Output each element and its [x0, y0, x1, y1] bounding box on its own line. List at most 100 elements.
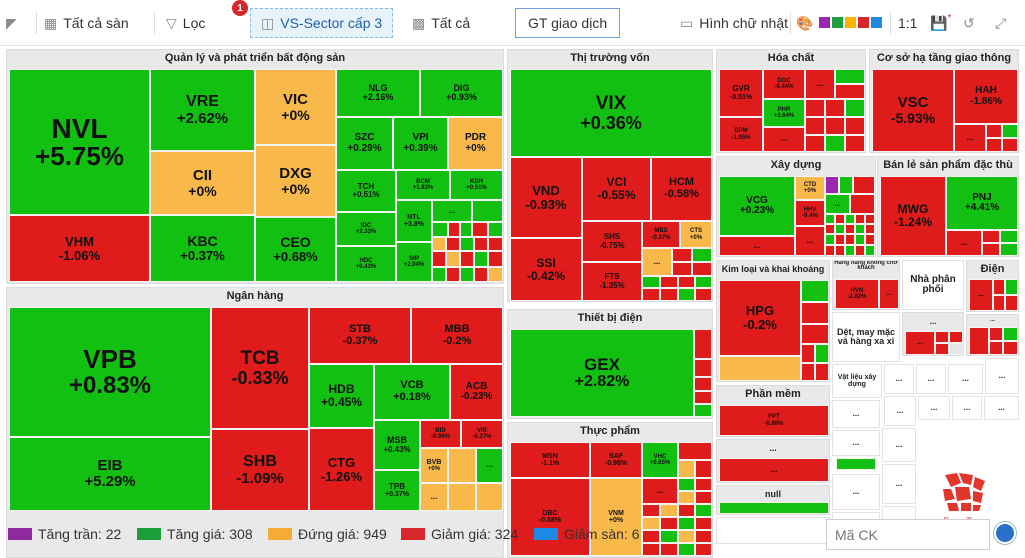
stock-BID[interactable]: BID -0.98%	[420, 420, 461, 448]
stock-small[interactable]	[660, 530, 678, 543]
stock-small[interactable]	[695, 276, 712, 288]
stock-small[interactable]	[642, 530, 660, 543]
stock-PDR[interactable]: PDR +0%	[448, 117, 503, 170]
stock-MSB[interactable]: MSB +0.43%	[374, 420, 420, 470]
stock-small[interactable]	[446, 267, 460, 282]
cluster-more[interactable]: ...	[832, 400, 880, 428]
stock-small[interactable]	[692, 248, 712, 262]
stock-small[interactable]	[488, 222, 503, 237]
stock-small[interactable]	[855, 234, 865, 245]
save-button[interactable]: 💾 *	[930, 8, 951, 38]
cluster-more[interactable]: ...	[985, 358, 1019, 394]
stock-BCM[interactable]: BCM +1.83%	[396, 170, 450, 200]
stock-small[interactable]	[949, 343, 963, 355]
group-retail[interactable]: Bán lẻ sản phẩm đặc thù MWG -1.24% PNJ +4.…	[877, 156, 1019, 257]
stock-small[interactable]	[660, 276, 678, 288]
stock-EIB[interactable]: EIB +5.29%	[9, 437, 211, 511]
cluster-more[interactable]	[716, 517, 830, 544]
cluster-more[interactable]: ...	[432, 200, 472, 222]
stock-small[interactable]	[694, 404, 712, 417]
cluster-more[interactable]: ...	[832, 430, 880, 456]
stock-small[interactable]	[460, 237, 474, 251]
language-globe-icon[interactable]	[994, 522, 1016, 544]
stock-small[interactable]	[825, 135, 845, 152]
stock-small[interactable]	[695, 460, 712, 478]
stock-HDC[interactable]: HDC +0.42%	[336, 246, 396, 282]
cluster-more[interactable]: ...	[719, 236, 795, 256]
stock-small[interactable]	[853, 176, 875, 194]
stock-small[interactable]	[815, 344, 829, 363]
stock-small[interactable]	[935, 331, 949, 343]
stock-small[interactable]	[695, 504, 712, 517]
stock-small[interactable]	[446, 251, 460, 267]
stock-DIG[interactable]: DIG +0.93%	[420, 69, 503, 117]
stock-small[interactable]	[855, 245, 865, 256]
stock-STB[interactable]: STB -0.37%	[309, 307, 411, 364]
stock-small[interactable]	[801, 324, 829, 344]
stock-TPB[interactable]: TPB +0.37%	[374, 470, 420, 511]
group-electrical[interactable]: Thiết bị điện GEX +2.82%	[507, 309, 713, 419]
stock-SHS[interactable]: SHS -0.75%	[582, 221, 642, 262]
stock-MBB[interactable]: MBB -0.2%	[411, 307, 503, 364]
stock-NVL[interactable]: NVL +5.75%	[9, 69, 150, 215]
stock-HCM[interactable]: HCM -0.58%	[651, 157, 712, 221]
stock-SSI[interactable]: SSI -0.42%	[510, 238, 582, 301]
stock-small[interactable]	[678, 491, 695, 504]
stock-small[interactable]	[865, 245, 875, 256]
cluster-more[interactable]: ...	[476, 448, 503, 483]
stock-small[interactable]	[695, 517, 712, 530]
stock-small[interactable]	[694, 377, 712, 391]
stock-small[interactable]	[678, 517, 695, 530]
group-capital-market[interactable]: Thị trường vốn VIX +0.36% VND -0.93% SSI -0…	[507, 49, 713, 302]
stock-TCH[interactable]: TCH +0.51%	[336, 170, 396, 212]
stock-small[interactable]	[989, 327, 1003, 341]
stock-small[interactable]	[993, 295, 1005, 311]
stock-small[interactable]	[865, 224, 875, 234]
stock-small[interactable]	[472, 200, 503, 222]
stock-small[interactable]	[678, 504, 695, 517]
stock-small[interactable]	[1002, 124, 1018, 138]
stock-small[interactable]	[642, 276, 660, 288]
share-button[interactable]: ↺	[963, 8, 981, 38]
stock-BAF[interactable]: BAF -0.98%	[590, 442, 642, 478]
stock-small[interactable]	[845, 99, 865, 117]
stock-small[interactable]	[719, 356, 801, 381]
filter-button[interactable]: ▽ Lọc	[166, 8, 205, 38]
stock-HAH[interactable]: HAH -1.86%	[954, 69, 1018, 124]
stock-small[interactable]	[642, 288, 660, 301]
stock-small[interactable]	[855, 224, 865, 234]
fullscreen-button[interactable]: ⤢	[995, 8, 1012, 38]
cluster-more[interactable]: ...	[954, 124, 986, 152]
stock-VCI[interactable]: VCI -0.55%	[582, 157, 651, 221]
stock-DXG[interactable]: DXG +0%	[255, 145, 336, 217]
cluster-more[interactable]: ...	[946, 230, 982, 256]
group-other-2[interactable]: ...	[966, 314, 1019, 356]
group-software[interactable]: Phần mềm FPT -0.89%	[716, 385, 830, 437]
cluster-more[interactable]: ...	[642, 478, 678, 504]
stock-GEX[interactable]: GEX +2.82%	[510, 329, 694, 417]
stock-small[interactable]	[695, 288, 712, 301]
stock-small[interactable]	[845, 245, 855, 256]
stock-small[interactable]	[839, 176, 853, 194]
stock-small[interactable]	[986, 124, 1002, 138]
group-textile[interactable]: Dệt, may mặc và hàng xa xỉ	[832, 312, 900, 362]
all-button[interactable]: ▩ Tất cả	[412, 8, 470, 38]
stock-IDC[interactable]: IDC +2.33%	[336, 212, 396, 246]
stock-small[interactable]	[488, 251, 503, 267]
stock-small[interactable]	[825, 234, 835, 245]
stock-small[interactable]	[989, 341, 1003, 355]
stock-small[interactable]	[678, 288, 695, 301]
stock-small[interactable]	[845, 224, 855, 234]
palette-button[interactable]: 🎨	[796, 8, 884, 38]
stock-small[interactable]	[642, 517, 660, 530]
stock-FTS[interactable]: FTS -1.35%	[582, 262, 642, 301]
stock-PHR[interactable]: PHR +3.64%	[763, 99, 805, 127]
stock-small[interactable]	[678, 460, 695, 478]
stock-small[interactable]	[805, 135, 825, 152]
stock-small[interactable]	[825, 99, 845, 117]
stock-FPT[interactable]: FPT -0.89%	[719, 405, 829, 436]
stock-small[interactable]	[805, 117, 825, 135]
stock-DGC[interactable]: DGC -0.44%	[763, 69, 805, 99]
group-infrastructure[interactable]: Cơ sở hạ tầng giao thông VSC -5.93% HAH -1…	[869, 49, 1019, 153]
stock-small[interactable]	[692, 262, 712, 276]
